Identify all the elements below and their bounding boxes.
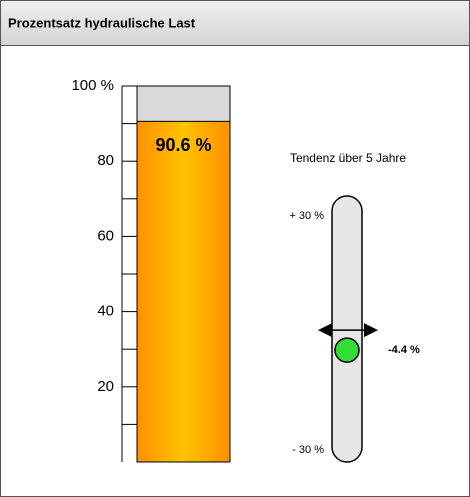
value-label: 90.6 % bbox=[155, 135, 211, 155]
y-tick-label: 20 bbox=[97, 378, 114, 395]
slider-marker bbox=[334, 337, 360, 363]
trend-arrow-head bbox=[318, 323, 378, 338]
panel-title: Prozentsatz hydraulische Last bbox=[8, 15, 196, 30]
trend-title: Tendenz über 5 Jahre bbox=[290, 151, 406, 165]
slider-track bbox=[331, 195, 363, 463]
value-label: -4.4 % bbox=[388, 344, 420, 356]
y-tick-label: 100 % bbox=[71, 77, 114, 94]
panel-header bbox=[0, 0, 470, 46]
y-tick-label: 60 bbox=[97, 227, 114, 244]
y-tick-label: 40 bbox=[97, 303, 114, 320]
y-tick-label: + 30 % bbox=[289, 210, 324, 222]
gauge-bar bbox=[136, 120, 231, 463]
y-tick-label: 80 bbox=[97, 152, 114, 169]
y-tick-label: - 30 % bbox=[292, 444, 324, 456]
